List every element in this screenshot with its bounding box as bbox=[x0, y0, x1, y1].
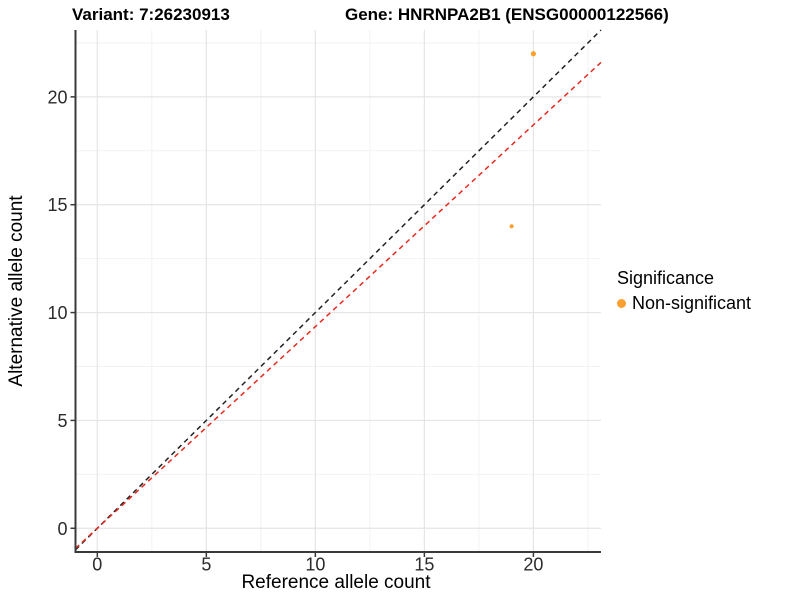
legend-item-label: Non-significant bbox=[632, 292, 752, 313]
x-tick-label: 5 bbox=[201, 555, 211, 575]
legend-item-non-significant: Non-significant bbox=[617, 293, 751, 314]
legend: Significance Non-significant bbox=[617, 267, 751, 314]
x-tick-label: 15 bbox=[414, 555, 434, 575]
x-tick-label: 10 bbox=[305, 555, 325, 575]
legend-point-icon bbox=[617, 298, 626, 308]
y-axis-label: Alternative allele count bbox=[6, 195, 27, 387]
legend-title: Significance bbox=[617, 268, 715, 288]
y-tick-label: 0 bbox=[57, 519, 67, 539]
x-tick-label: 20 bbox=[523, 555, 543, 575]
y-tick-label: 15 bbox=[47, 195, 67, 215]
x-axis-label: Reference allele count bbox=[241, 572, 431, 593]
data-point bbox=[530, 51, 537, 57]
y-tick-label: 20 bbox=[47, 87, 67, 107]
data-point bbox=[509, 224, 514, 229]
identity-line bbox=[74, 29, 602, 551]
fitted-ratio-line bbox=[74, 61, 602, 549]
plot-title-variant: Variant: 7:26230913 bbox=[72, 5, 230, 24]
x-tick-label: 0 bbox=[92, 555, 102, 575]
plot-title-gene: Gene: HNRNPA2B1 (ENSG00000122566) bbox=[345, 5, 669, 24]
y-tick-label: 10 bbox=[47, 303, 67, 323]
y-tick-label: 5 bbox=[57, 411, 67, 431]
